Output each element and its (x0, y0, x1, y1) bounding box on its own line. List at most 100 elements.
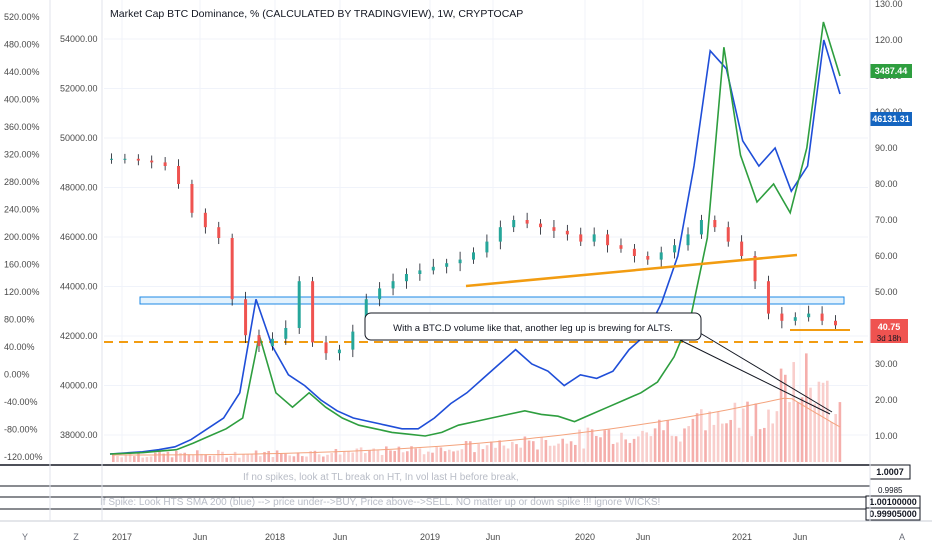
volume-bar (796, 402, 800, 462)
candle-body (311, 281, 315, 343)
x-tick-label: Jun (333, 532, 348, 542)
candle-body (793, 317, 797, 321)
volume-bar (238, 457, 241, 462)
left-percent-tick-label: 360.00% (4, 122, 40, 132)
volume-bar (133, 456, 136, 462)
volume-bar (506, 448, 510, 462)
volume-bar (267, 450, 270, 462)
tag-countdown-text: 3d 18h (877, 334, 901, 343)
volume-bar (809, 387, 812, 462)
volume-bar (817, 381, 821, 462)
volume-bar (733, 402, 737, 462)
corner-y-button[interactable]: Y (22, 532, 28, 542)
candle-body (740, 241, 744, 256)
volume-bar (725, 423, 728, 462)
volume-bar (775, 411, 779, 462)
series-line-2 (109, 21, 841, 455)
volume-bar (641, 430, 644, 462)
volume-bar (481, 449, 485, 462)
volume-bar (683, 428, 686, 462)
volume-bar (557, 443, 560, 462)
volume-bar (784, 374, 787, 462)
tag-series-b-text: 46131.31 (872, 114, 910, 124)
volume-bar (708, 411, 711, 462)
volume-bar (834, 414, 837, 462)
volume-bar (603, 430, 606, 462)
corner-z-button[interactable]: Z (73, 532, 79, 542)
volume-bar (431, 452, 434, 462)
volume-bar (746, 401, 749, 462)
volume-bar (166, 451, 170, 462)
candle-body (217, 227, 221, 238)
tag-series-a-text: 3487.44 (875, 66, 908, 76)
candle-body (150, 160, 154, 163)
volume-bar (309, 451, 312, 462)
volume-bar (443, 451, 447, 462)
candle-body (673, 245, 677, 253)
volume-bar (406, 451, 409, 462)
volume-bar (729, 419, 732, 462)
volume-bar (179, 453, 182, 462)
candle-body (485, 241, 489, 253)
volume-bar (477, 443, 480, 462)
volume-bar (301, 456, 304, 462)
volume-bar (288, 455, 291, 462)
candle-body (807, 313, 811, 318)
volume-bar (611, 443, 615, 462)
volume-bar (813, 403, 816, 462)
candle-body (619, 245, 623, 249)
volume-bar (695, 413, 699, 462)
candle-body (431, 266, 435, 271)
volume-bar (217, 449, 220, 462)
volume-bar (620, 432, 623, 462)
right-tick-label: 20.00 (875, 395, 898, 405)
volume-bar (473, 452, 476, 462)
candle-body (565, 230, 569, 235)
volume-bars (112, 353, 842, 462)
value-tags: 3487.44 46131.31 40.75 3d 18h (870, 64, 912, 343)
volume-bar (666, 420, 669, 462)
volume-bar (149, 456, 153, 462)
candle-body (753, 256, 757, 282)
volume-bar (687, 426, 690, 462)
volume-bar (296, 452, 300, 462)
corner-a-button[interactable]: A (899, 532, 905, 542)
volume-bar (259, 456, 262, 462)
left-percent-tick-label: 40.00% (4, 342, 35, 352)
volume-bar (595, 435, 598, 462)
candle-body (190, 184, 194, 213)
volume-bar (158, 450, 161, 462)
volume-bar (578, 429, 581, 462)
x-tick-label: Jun (486, 532, 501, 542)
volume-bar (700, 409, 703, 462)
level-lines (104, 296, 868, 343)
volume-bar (821, 382, 825, 462)
candle-body (270, 338, 274, 346)
volume-bar (422, 454, 426, 462)
volume-bar (800, 397, 804, 462)
volume-bar (485, 445, 489, 462)
candle-body (123, 158, 127, 160)
volume-bar (561, 438, 564, 462)
volume-bar (145, 457, 149, 462)
annotation-callout[interactable]: With a BTC.D volume like that, another l… (364, 312, 833, 415)
candle-body (284, 328, 288, 339)
volume-bar (305, 456, 308, 462)
candle-body (230, 238, 234, 300)
x-tick-label: 2019 (420, 532, 440, 542)
volume-bar (779, 368, 783, 462)
left-percent-axis: 520.00% 480.00% 440.00% 400.00% 360.00% 320.0… (4, 12, 43, 462)
left-percent-tick-label: 320.00% (4, 150, 40, 160)
lower-tag-2-text: 0.9985 (878, 486, 903, 495)
volume-bar (418, 448, 422, 462)
left-price-tick-label: 40000.00 (60, 381, 98, 391)
candle-body (110, 158, 113, 160)
volume-bar (368, 450, 371, 462)
support-zone (139, 296, 845, 305)
volume-bar (292, 456, 296, 462)
volume-bar (649, 436, 653, 462)
left-price-tick-label: 46000.00 (60, 232, 98, 242)
right-tick-label: 130.00 (875, 0, 903, 9)
candle-body (592, 234, 596, 242)
